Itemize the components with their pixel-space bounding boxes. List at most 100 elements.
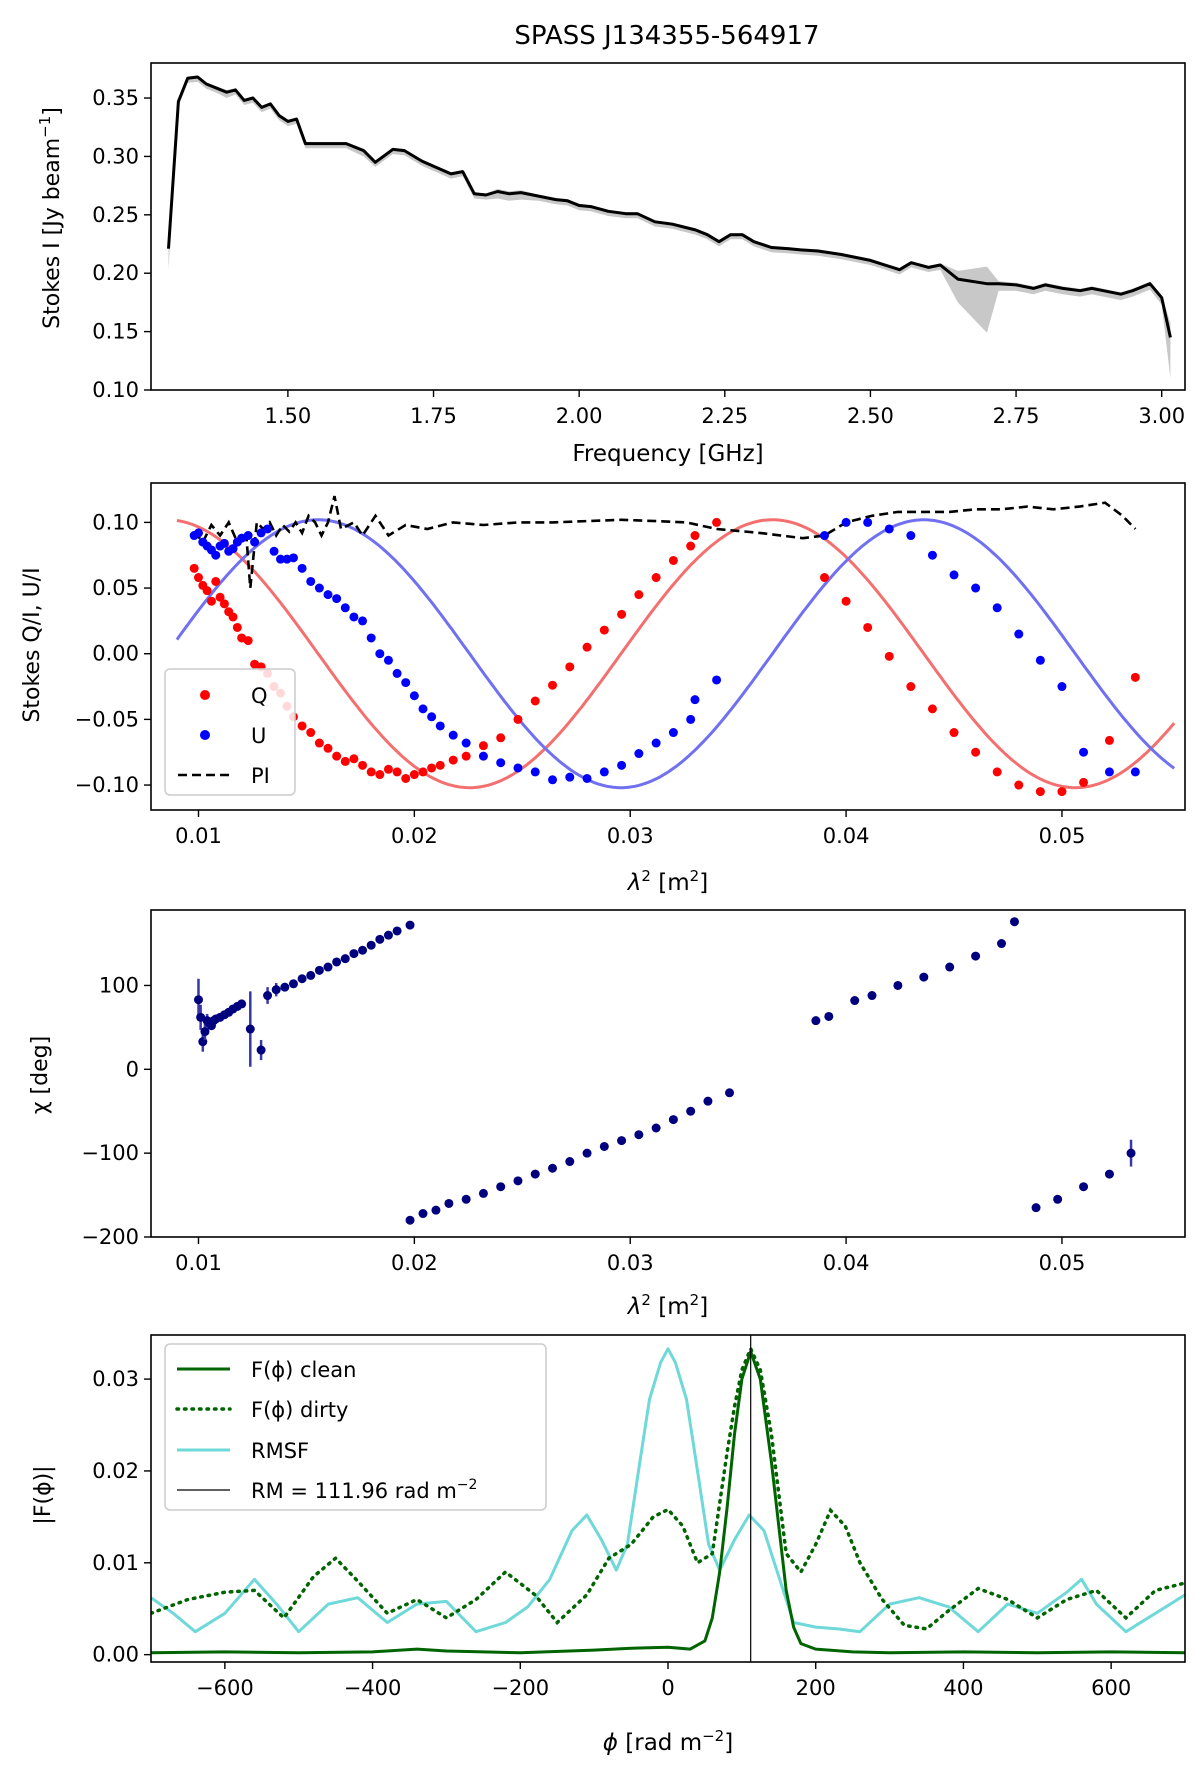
p1-ytick-label: 0.10 [92, 378, 139, 402]
p2-xtick-label: 0.01 [175, 824, 222, 848]
p2-q-point [215, 592, 225, 602]
p2-u-point [332, 594, 342, 604]
p2-u-point [712, 675, 722, 685]
p1-axes: 1.50 1.75 2.00 2.25 2.50 2.75 3.00 0.10 0.15 0.20… [92, 62, 1186, 428]
p2-q-point [306, 728, 316, 738]
p2-u-point [288, 553, 298, 563]
p4-curves [151, 1335, 1185, 1662]
p3-chi-point [634, 1130, 644, 1140]
p2-u-point [409, 691, 419, 701]
p3-chi-point [271, 985, 281, 995]
p2-u-point [314, 583, 324, 593]
p2-q-point [992, 767, 1002, 777]
p2-q-point [409, 770, 419, 780]
p1-xtick-label: 1.75 [410, 404, 457, 428]
p3-chi-point [366, 940, 376, 950]
p2-legend-pi-label: PI [251, 764, 270, 788]
p2-q-point [375, 770, 385, 780]
p3-chi-point [1053, 1194, 1063, 1204]
p2-u-point [841, 517, 851, 527]
p2-u-point [250, 537, 260, 547]
p4-xtick-label: −400 [344, 1676, 402, 1700]
p2-q-point [202, 586, 212, 596]
figure-title: SPASS J134355-564917 [514, 21, 819, 51]
p2-u-point [1079, 747, 1089, 757]
p4-legend-box [164, 1343, 547, 1511]
p2-q-point [820, 573, 830, 583]
p2-q-point [418, 767, 428, 777]
p2-xtick-label: 0.04 [823, 824, 870, 848]
p3-chi-point [513, 1176, 523, 1186]
p4-legend-clean-label: F(ϕ) clean [251, 1358, 356, 1382]
p2-u-point [219, 538, 229, 548]
p4-xtick-label: −200 [491, 1676, 549, 1700]
p3-chi-point [358, 945, 368, 955]
p3-chi-point [200, 1027, 210, 1037]
p2-legend-q-marker [200, 690, 210, 700]
p3-chi-point [850, 996, 860, 1006]
p2-q-point [427, 763, 437, 773]
p3-chi-point [582, 1148, 592, 1158]
p3-plot-area [193, 917, 1136, 1225]
p2-q-point [314, 738, 324, 748]
p2-u-point [820, 531, 830, 541]
p2-q-point [349, 754, 359, 764]
p3-chi-point [444, 1198, 454, 1208]
p3-chi-point [1126, 1148, 1136, 1158]
p2-u-point [1035, 655, 1045, 665]
p3-chi-point [703, 1096, 713, 1106]
p3-xtick-label: 0.03 [607, 1251, 654, 1275]
p2-q-point [478, 741, 488, 751]
p3-frame [150, 909, 1186, 1238]
p2-q-fit-line [176, 518, 1176, 790]
p1-stokes-i-line [167, 75, 1172, 338]
p2-ytick-label: 0.05 [92, 576, 139, 600]
p2-q-point [496, 733, 506, 743]
p2-q-point [206, 596, 216, 606]
panel-faraday: ϕ [rad m−2] |F(ϕ)| −600 −400 −200 0 200 400 60… [31, 1334, 1186, 1756]
p3-chi-point [824, 1011, 834, 1021]
p2-q-point [193, 573, 203, 583]
p2-u-point [211, 550, 221, 560]
p2-q-point [686, 541, 696, 551]
p3-chi-point [599, 1141, 609, 1151]
p2-q-point [461, 751, 471, 761]
p2-u-point [323, 590, 333, 600]
p2-u-fit-line [175, 518, 1176, 790]
p2-q-point [582, 642, 592, 652]
p2-ytick-label: −0.10 [75, 773, 139, 797]
p2-q-point [1035, 787, 1045, 797]
p2-q-point [323, 743, 333, 753]
p2-u-point [427, 712, 437, 722]
p2-u-point [358, 616, 368, 626]
p3-chi-point [237, 999, 247, 1009]
p4-xtick-label: 0 [661, 1676, 674, 1700]
p2-u-point [582, 773, 592, 783]
p2-xtick-label: 0.03 [607, 824, 654, 848]
panel-stokes-i: Frequency [GHz] Stokes I [Jy beam−1] 1.5… [36, 62, 1186, 467]
p2-u-point [1130, 767, 1140, 777]
p3-ylabel: χ [deg] [28, 1036, 53, 1114]
p4-clean-line [151, 1350, 1185, 1655]
p2-u-point [478, 751, 488, 761]
p2-q-point [243, 636, 253, 646]
p3-chi-point [323, 962, 333, 972]
p2-legend-u-label: U [251, 724, 266, 748]
p3-chi-point [392, 926, 402, 936]
p3-xlabel: λ2 [m2] [626, 1291, 708, 1320]
p2-ytick-label: 0.00 [92, 642, 139, 666]
p1-ylabel: Stokes I [Jy beam−1] [36, 107, 65, 329]
p3-chi-point [405, 920, 415, 930]
p2-legend-q-label: Q [251, 684, 268, 708]
p2-q-point [548, 680, 558, 690]
p4-ytick-label: 0.02 [92, 1459, 139, 1483]
p1-ytick-label: 0.20 [92, 261, 139, 285]
p2-u-point [513, 763, 523, 773]
p3-chi-point [867, 991, 877, 1001]
p2-u-point [375, 649, 385, 659]
p2-q-point [651, 573, 661, 583]
p2-u-point [383, 655, 393, 665]
p3-chi-point [548, 1163, 558, 1173]
p2-q-point [219, 599, 229, 609]
